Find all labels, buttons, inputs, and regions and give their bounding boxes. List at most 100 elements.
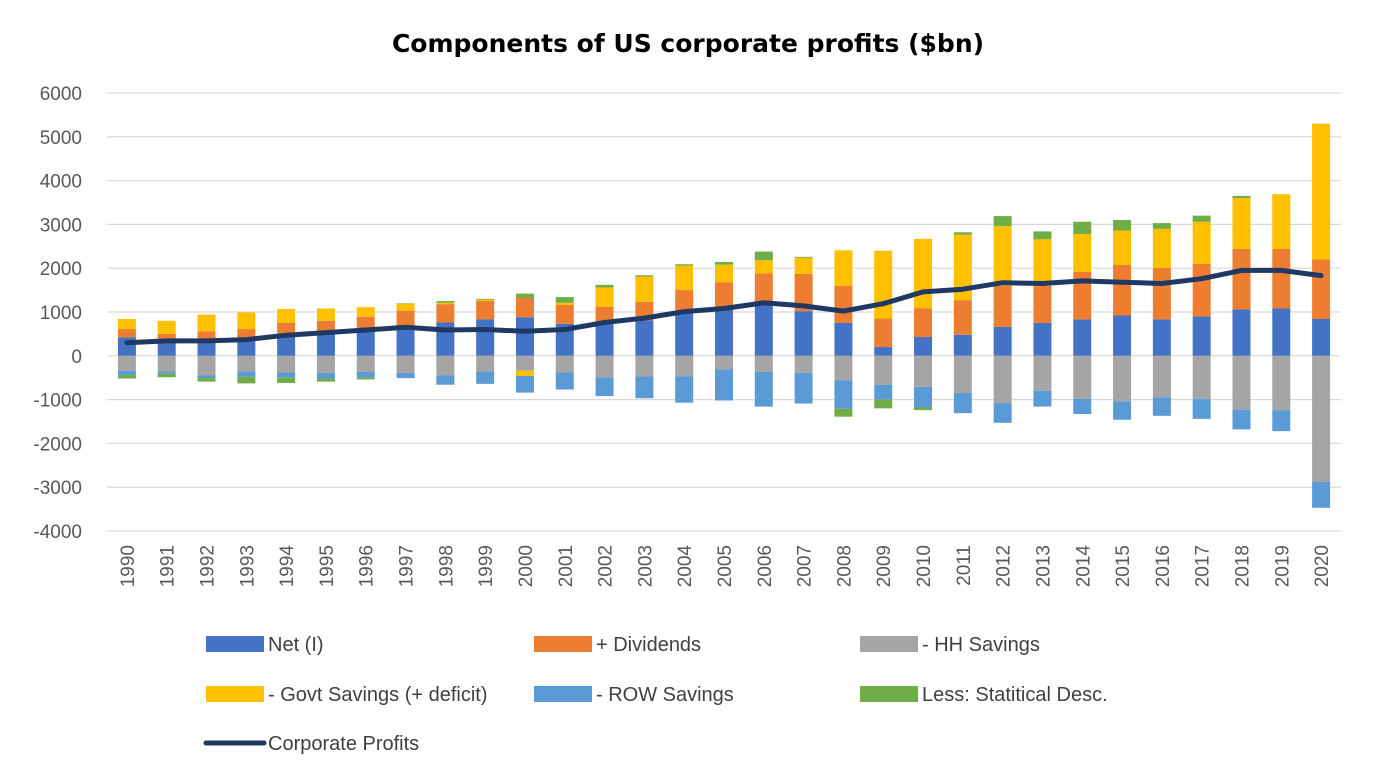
bar-govt-savings-deficit-2014 xyxy=(1073,234,1092,272)
bar-dividends-1994 xyxy=(277,322,296,336)
bar-row-savings-2013 xyxy=(1033,390,1052,407)
bar-hh-savings-1993 xyxy=(237,355,256,372)
bar-dividends-2017 xyxy=(1192,263,1211,317)
x-tick-label: 2008 xyxy=(834,545,855,587)
bar-hh-savings-2004 xyxy=(675,355,694,377)
y-axis: 6000 5000 4000 3000 2000 1000 0 -1000 -2000 -3000… xyxy=(33,84,82,543)
bar-hh-savings-2003 xyxy=(635,355,654,377)
x-tick-label: 2013 xyxy=(1033,545,1054,587)
x-tick-label: 2005 xyxy=(715,545,736,587)
bar-govt-savings-deficit-1993 xyxy=(237,312,256,330)
bar-less-statitical-desc-2007 xyxy=(794,256,813,258)
bar-row-savings-1996 xyxy=(356,372,375,378)
x-tick-label: 2020 xyxy=(1312,545,1333,587)
bar-row-savings-2000 xyxy=(515,375,534,393)
bar-row-savings-2019 xyxy=(1272,410,1291,432)
x-tick-label: 2001 xyxy=(556,545,577,587)
bar-hh-savings-2017 xyxy=(1192,355,1211,400)
bar-net-i-2008 xyxy=(834,322,853,356)
x-tick-label: 2015 xyxy=(1113,545,1134,587)
bar-less-statitical-desc-2012 xyxy=(993,216,1012,227)
bar-govt-savings-deficit-2005 xyxy=(715,264,733,283)
bar-net-i-1993 xyxy=(237,340,256,356)
bar-hh-savings-1996 xyxy=(356,355,375,373)
bar-govt-savings-deficit-2001 xyxy=(555,302,574,305)
x-tick-label: 2000 xyxy=(516,545,537,587)
bar-dividends-2002 xyxy=(595,306,614,322)
legend-swatch-govt-savings-deficit xyxy=(206,686,264,702)
bar-row-savings-2008 xyxy=(834,380,853,409)
bar-dividends-2005 xyxy=(715,282,733,308)
x-tick-label: 1996 xyxy=(357,545,378,587)
y-tick-label: 5000 xyxy=(40,128,82,149)
bar-govt-savings-deficit-1996 xyxy=(356,307,375,317)
bar-hh-savings-1990 xyxy=(117,355,136,371)
bar-dividends-2018 xyxy=(1232,248,1251,310)
bar-row-savings-1994 xyxy=(277,372,296,378)
bar-less-statitical-desc-2010 xyxy=(914,407,933,411)
legend-swatch-row-savings xyxy=(534,686,592,702)
x-tick-label: 1997 xyxy=(397,545,418,587)
bar-less-statitical-desc-2005 xyxy=(715,262,733,265)
bar-govt-savings-deficit-2011 xyxy=(953,234,972,301)
bar-net-i-2003 xyxy=(635,320,654,356)
bar-hh-savings-1997 xyxy=(396,355,415,373)
bar-less-statitical-desc-2009 xyxy=(874,399,893,409)
bar-govt-savings-deficit-2020 xyxy=(1312,123,1331,260)
x-tick-label: 2004 xyxy=(675,545,696,588)
x-tick-label: 2006 xyxy=(755,545,776,587)
legend-label-row-savings: - ROW Savings xyxy=(596,684,734,706)
bar-hh-savings-2018 xyxy=(1232,355,1251,410)
bar-row-savings-2002 xyxy=(595,377,614,397)
bar-row-savings-1990 xyxy=(117,370,136,376)
bar-less-statitical-desc-1993 xyxy=(237,376,256,384)
bar-row-savings-1999 xyxy=(476,371,495,384)
bar-hh-savings-2007 xyxy=(794,355,813,373)
bar-dividends-2004 xyxy=(675,290,694,312)
bar-dividends-2000 xyxy=(515,297,534,318)
y-tick-label: -2000 xyxy=(33,434,82,455)
bar-row-savings-2015 xyxy=(1113,401,1132,420)
bar-hh-savings-1991 xyxy=(157,355,176,372)
bar-row-savings-1991 xyxy=(157,371,176,374)
bar-net-i-1991 xyxy=(157,342,176,356)
y-tick-label: 0 xyxy=(71,347,82,368)
bar-less-statitical-desc-1999 xyxy=(476,298,495,300)
legend-swatch-less-statitical-desc xyxy=(860,686,918,702)
chart-title: Components of US corporate profits ($bn) xyxy=(392,29,984,58)
bar-hh-savings-2011 xyxy=(953,355,972,394)
y-tick-label: 4000 xyxy=(40,172,82,193)
bar-less-statitical-desc-2004 xyxy=(675,264,694,266)
bar-less-statitical-desc-1991 xyxy=(157,373,176,378)
x-tick-label: 2019 xyxy=(1272,545,1293,587)
bar-less-statitical-desc-1990 xyxy=(117,375,136,379)
x-tick-label: 2010 xyxy=(914,545,935,587)
bar-govt-savings-deficit-2019 xyxy=(1272,194,1291,249)
bar-net-i-2006 xyxy=(754,303,773,356)
bar-hh-savings-2013 xyxy=(1033,355,1052,391)
bar-net-i-2004 xyxy=(675,312,694,356)
bar-row-savings-1992 xyxy=(197,375,216,379)
bar-govt-savings-deficit-2006 xyxy=(754,260,773,274)
bar-dividends-1991 xyxy=(157,333,176,343)
x-tick-label: 2011 xyxy=(954,545,975,586)
bar-net-i-1995 xyxy=(316,333,335,356)
bar-hh-savings-1998 xyxy=(436,355,455,376)
bar-less-statitical-desc-2002 xyxy=(595,284,614,288)
bar-govt-savings-deficit-2017 xyxy=(1192,221,1211,264)
bar-less-statitical-desc-2014 xyxy=(1073,221,1092,235)
bar-row-savings-2009 xyxy=(874,384,893,400)
y-tick-label: -4000 xyxy=(33,522,82,543)
x-tick-label: 2016 xyxy=(1153,545,1174,587)
bar-hh-savings-1992 xyxy=(197,355,216,376)
bar-govt-savings-deficit-2015 xyxy=(1113,230,1132,265)
y-tick-label: 6000 xyxy=(40,84,82,105)
x-tick-label: 2012 xyxy=(994,545,1015,587)
bar-govt-savings-deficit-1990 xyxy=(117,319,136,330)
bar-less-statitical-desc-2016 xyxy=(1152,223,1171,229)
x-tick-label: 2007 xyxy=(795,545,816,587)
bar-hh-savings-2010 xyxy=(914,355,933,387)
x-tick-label: 2017 xyxy=(1193,545,1214,587)
bar-hh-savings-2006 xyxy=(754,355,773,373)
x-tick-label: 2014 xyxy=(1073,545,1094,588)
